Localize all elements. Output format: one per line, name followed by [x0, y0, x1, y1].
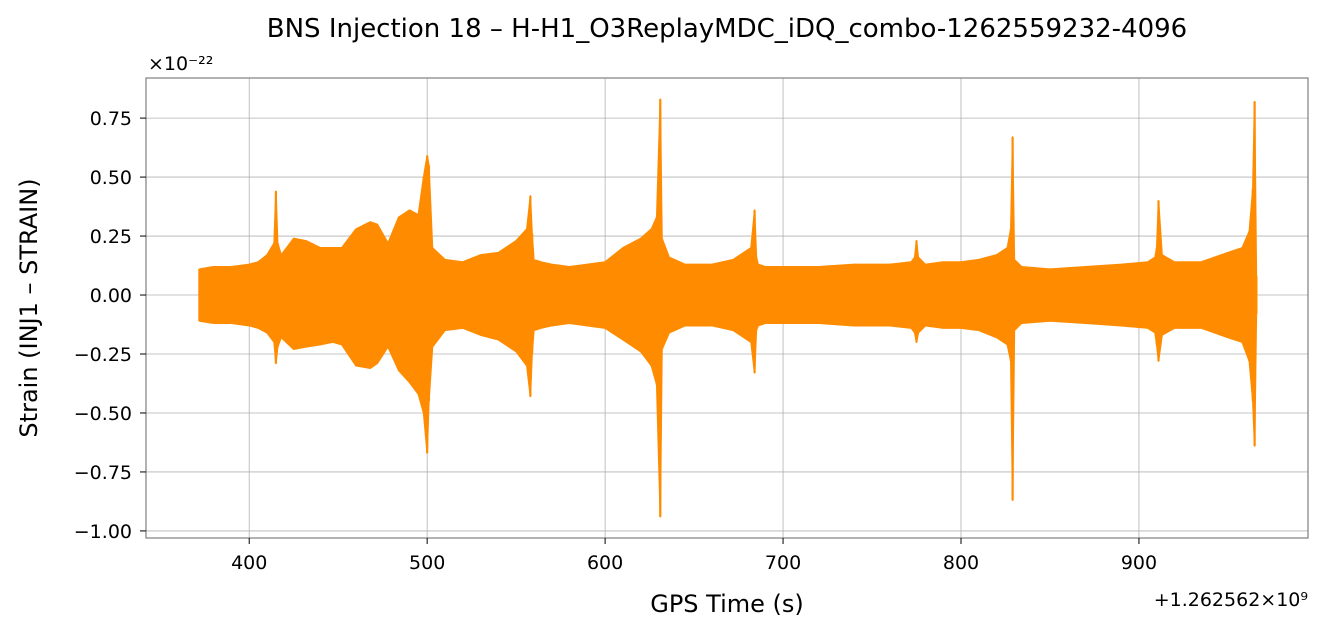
y-tick-label: −0.75	[74, 462, 132, 484]
y-tick-label: 0.75	[90, 108, 132, 130]
y-tick-label: 0.00	[90, 285, 132, 307]
y-tick-label: 0.50	[90, 167, 132, 189]
x-axis: 400 500 600 700 800 900	[231, 538, 1157, 574]
x-offset-text: +1.262562×10⁹	[1154, 589, 1308, 611]
x-axis-label: GPS Time (s)	[650, 590, 804, 618]
x-tick-label: 400	[231, 552, 267, 574]
axes-frame	[145, 77, 1309, 539]
y-tick-label: −0.50	[74, 403, 132, 425]
x-tick-label: 900	[1121, 552, 1157, 574]
series-envelope	[198, 98, 1258, 518]
y-axis: 0.75 0.50 0.25 0.00 −0.25 −0.50 −0.75 −1.00	[74, 108, 146, 543]
x-tick-label: 600	[587, 552, 623, 574]
y-axis-label: Strain (INJ1 – STRAIN)	[15, 178, 43, 437]
y-scale-text: ×10⁻²²	[148, 53, 213, 75]
x-tick-label: 800	[943, 552, 979, 574]
x-tick-label: 500	[409, 552, 445, 574]
y-tick-label: −0.25	[74, 344, 132, 366]
chart-title: BNS Injection 18 – H-H1_O3ReplayMDC_iDQ_…	[267, 14, 1187, 44]
x-tick-label: 700	[765, 552, 801, 574]
y-tick-label: 0.25	[90, 226, 132, 248]
y-tick-label: −1.00	[74, 521, 132, 543]
plot-area	[198, 98, 1258, 518]
series	[198, 98, 1258, 518]
